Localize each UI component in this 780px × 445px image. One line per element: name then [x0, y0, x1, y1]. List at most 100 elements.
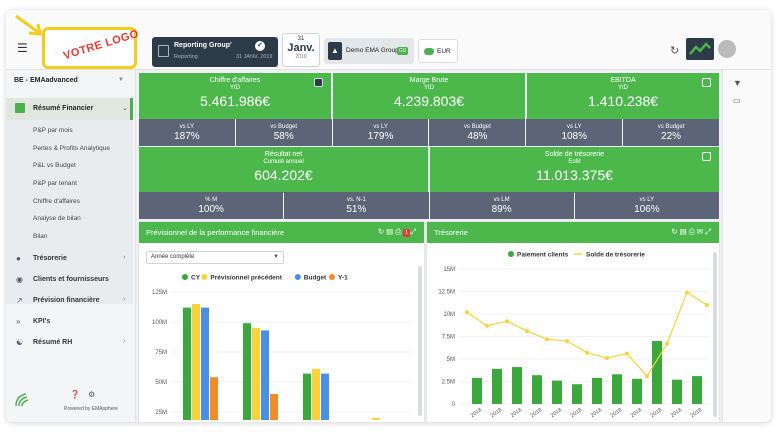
report-icon — [158, 45, 169, 57]
submenu-item[interactable]: Analyse de bilan — [33, 215, 81, 222]
submenu-item[interactable]: Pertes & Profits Analytique — [33, 145, 110, 152]
comment-badge[interactable]: 1 — [403, 229, 410, 237]
menu-item-resume-financier[interactable]: Résumé Financier ⌄ — [6, 98, 133, 120]
line-point — [565, 339, 569, 343]
emasphere-app-icon[interactable] — [686, 38, 714, 60]
chevron-down-icon[interactable]: ▼ — [118, 77, 124, 83]
kpi-card-solde-tresorerie[interactable]: Solde de trésorerie EoM 11.013.375€ — [430, 147, 719, 193]
line-point — [705, 303, 709, 307]
y-tick-label: 75M — [155, 350, 167, 356]
x-tick-label: 2018 — [590, 407, 603, 419]
y-tick-label: 2.5M — [442, 380, 455, 386]
legend-label: Y-1 — [338, 275, 348, 282]
menu-label: Résumé RH — [33, 339, 73, 346]
y-tick-label: 100M — [152, 320, 167, 326]
excel-icon[interactable]: ▤ — [386, 227, 396, 236]
legend-marker — [182, 274, 188, 280]
panel-toolbar: ↻▤⎙ 1 ⤢ — [378, 227, 418, 237]
menu-item-clients[interactable]: ◉ Clients et fournisseurs — [6, 271, 133, 289]
expand-icon[interactable]: ⤢ — [705, 227, 713, 236]
kpi-title: Marge Brute — [409, 77, 449, 84]
submenu-item[interactable]: Bilan — [33, 233, 48, 240]
kpi-checkbox[interactable] — [314, 78, 323, 87]
kpi-subtitle: EoM — [568, 159, 581, 165]
x-tick-label: 2018 — [630, 407, 643, 419]
report-selector[interactable]: Reporting Group' Reporting 31 JANV. 2019… — [152, 37, 278, 67]
compare-label: vs Budget — [657, 124, 685, 130]
x-tick-label: 2018 — [610, 407, 623, 419]
emasphere-logo-icon — [15, 393, 29, 407]
group-selector[interactable]: ▲ Demo EMA Group GS — [324, 38, 414, 64]
refresh-icon[interactable]: ↻ — [671, 227, 680, 236]
comment-icon[interactable]: ✉ — [696, 227, 705, 236]
kpi-card-resultat-net[interactable]: Résultat net Cumulé annuel 604.202€ — [139, 147, 428, 193]
kpi-title: Résultat net — [264, 151, 303, 158]
submenu-item[interactable]: P&P par tenant — [33, 180, 77, 187]
menu-item-prevision[interactable]: ↗ Prévision financière › — [6, 292, 133, 310]
kpi-checkbox[interactable] — [702, 78, 711, 87]
compare-value: 48% — [467, 131, 488, 142]
bar — [492, 368, 502, 404]
kpi-card-chiffre-affaires[interactable]: Chiffre d'affaires YtD 5.461.986€ — [139, 73, 331, 119]
expand-icon[interactable]: ⤢ — [410, 227, 418, 236]
monitor-icon[interactable]: ▭ — [733, 96, 741, 105]
menu-item-resume-rh[interactable]: ☯ Résumé RH › — [6, 334, 133, 352]
line-point — [625, 351, 629, 356]
panel-title: Trésorerie — [434, 228, 468, 237]
y-tick-label: 10M — [443, 312, 455, 318]
legend-label: Budget — [304, 275, 327, 282]
excel-icon[interactable]: ▤ — [679, 227, 689, 236]
bar — [270, 394, 278, 420]
menu-item-tresorerie[interactable]: ● Trésorerie › — [6, 250, 133, 268]
chevron-right-icon: › — [123, 296, 126, 303]
kpi-subtitle: Cumulé annuel — [263, 159, 304, 165]
hamburger-menu-icon[interactable]: ☰ — [17, 41, 28, 55]
scrollbar[interactable] — [713, 252, 717, 417]
compare-label: vs LY — [373, 124, 388, 130]
scrollbar[interactable] — [418, 266, 422, 416]
user-avatar[interactable] — [718, 40, 736, 58]
report-title: Reporting Group' — [174, 42, 232, 49]
check-icon: ✓ — [255, 41, 265, 51]
currency-toggle[interactable]: EUR — [418, 39, 458, 63]
compare-value: 51% — [346, 204, 367, 215]
compare-label: % M — [205, 197, 218, 203]
kpi-compare: vs Budget 48% — [429, 119, 526, 146]
filter-icon[interactable]: ▼ — [733, 78, 742, 88]
submenu-item[interactable]: P&P par mois — [33, 127, 73, 134]
chevron-down-icon: ▼ — [273, 254, 279, 260]
kpi-checkbox[interactable] — [702, 152, 711, 161]
bar — [552, 380, 562, 404]
submenu-item[interactable]: P&L vs Budget — [33, 162, 76, 169]
y-tick-label: 50M — [155, 380, 167, 386]
chart-tresorerie: Paiement clients Solde de trésorerie 15M 12… — [438, 251, 709, 419]
calendar-day: 31 — [297, 36, 305, 42]
help-icon[interactable]: ❓ — [70, 390, 80, 399]
period-select[interactable]: Année complète ▼ — [146, 251, 284, 264]
kpi-subtitle: YtD — [423, 85, 434, 91]
y-tick-label: 125M — [152, 290, 167, 296]
refresh-icon[interactable]: ↻ — [377, 227, 387, 236]
line-point — [485, 323, 489, 328]
menu-item-kpis[interactable]: » KPI's — [6, 313, 133, 331]
kpi-card-marge-brute[interactable]: Marge Brute YtD 4.239.803€ — [333, 73, 525, 119]
calendar-year: 2019 — [295, 54, 307, 60]
double-chevron-icon: » — [16, 317, 21, 326]
print-icon[interactable]: ⎙ — [688, 227, 697, 236]
kpi-card-ebitda[interactable]: EBITDA YtD 1.410.238€ — [527, 73, 719, 119]
settings-icon[interactable]: ⚙ — [88, 390, 96, 399]
entity-selector[interactable]: BE - EMAadvanced — [14, 77, 78, 84]
refresh-icon[interactable]: ↻ — [670, 45, 680, 57]
y-tick-label: 15M — [443, 267, 455, 273]
compare-label: vs LM — [493, 197, 510, 203]
print-icon[interactable]: ⎙ — [395, 227, 404, 236]
kpi-compare-row-1: vs LY 187% vs Budget 58% vs LY 179% vs Budg… — [139, 119, 719, 146]
submenu-item[interactable]: Chiffre d'affaires — [33, 198, 80, 205]
report-date: 31 JANV. 2019 — [236, 54, 273, 60]
date-picker[interactable]: 31 Janv. 2019 — [282, 33, 320, 67]
compare-label: vs LY — [566, 124, 582, 130]
y-tick-label: 7.5M — [442, 335, 455, 341]
toggle-switch[interactable] — [424, 48, 434, 55]
kpi-value: 11.013.375€ — [536, 167, 613, 183]
bar — [652, 341, 662, 404]
